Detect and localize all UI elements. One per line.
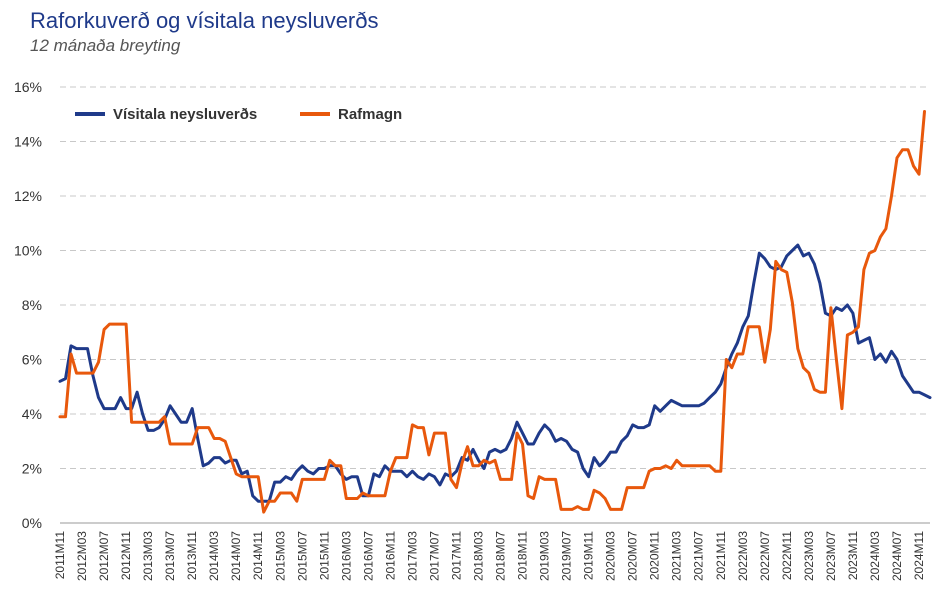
x-tick-label: 2020M07 [626,531,640,581]
x-tick-label: 2018M07 [494,531,508,581]
x-tick-label: 2023M07 [824,531,838,581]
y-tick-label: 12% [14,188,42,204]
x-tick-label: 2013M11 [185,531,199,580]
x-tick-label: 2024M11 [912,531,926,580]
y-axis: 0% 2% 4% 6% 8% 10% 12% 14% 16% [14,79,930,531]
y-tick-label: 0% [22,515,42,531]
y-tick-label: 10% [14,243,42,259]
chart-subtitle: 12 mánaða breyting [30,36,181,55]
gridlines [60,86,930,469]
x-tick-label: 2019M03 [538,531,552,581]
legend-label: Vísitala neysluverðs [113,106,257,123]
x-tick-label: 2014M11 [251,531,265,580]
y-tick-label: 2% [22,461,42,477]
series-line-visitala [58,243,932,503]
x-tick-label: 2016M03 [339,531,353,581]
x-tick-label: 2021M07 [692,531,706,581]
y-tick-label: 14% [14,134,42,150]
y-tick-label: 6% [22,352,42,368]
x-tick-label: 2021M03 [670,531,684,581]
x-tick-label: 2022M07 [758,531,772,581]
chart-title: Raforkuverð og vísitala neysluverðs [30,8,379,33]
x-tick-label: 2024M07 [890,531,904,581]
series-lines [58,110,932,514]
x-tick-label: 2017M07 [427,531,441,581]
x-tick-label: 2019M11 [582,531,596,580]
x-tick-label: 2022M03 [736,531,750,581]
x-tick-label: 2024M03 [868,531,882,581]
y-tick-label: 16% [14,79,42,95]
x-tick-label: 2017M11 [449,531,463,580]
x-tick-label: 2013M03 [141,531,155,581]
x-tick-label: 2015M11 [317,531,331,580]
x-tick-label: 2018M11 [516,531,530,580]
x-tick-label: 2022M11 [780,531,794,580]
x-tick-label: 2012M11 [119,531,133,580]
x-tick-label: 2012M03 [75,531,89,581]
x-tick-label: 2011M11 [53,531,67,580]
x-tick-label: 2016M11 [383,531,397,580]
x-tick-label: 2020M03 [604,531,618,581]
x-tick-label: 2013M07 [163,531,177,581]
x-tick-label: 2021M11 [714,531,728,580]
x-tick-label: 2020M11 [648,531,662,580]
x-tick-label: 2018M03 [471,531,485,581]
x-tick-label: 2023M03 [802,531,816,581]
y-tick-label: 8% [22,297,42,313]
legend: Vísitala neysluverðs Rafmagn [75,106,402,123]
x-tick-label: 2015M07 [295,531,309,581]
x-tick-label: 2014M03 [207,531,221,581]
legend-label: Rafmagn [338,106,402,123]
x-tick-label: 2014M07 [229,531,243,581]
x-tick-label: 2019M07 [560,531,574,581]
x-tick-label: 2015M03 [273,531,287,581]
x-tick-label: 2023M11 [846,531,860,580]
x-tick-label: 2017M03 [405,531,419,581]
series-line-rafmagn [58,110,926,514]
x-axis: 2011M11 2012M03 2012M07 2012M11 2013M03 2013M… [53,531,926,581]
x-tick-label: 2016M07 [361,531,375,581]
x-tick-label: 2012M07 [97,531,111,581]
y-tick-label: 4% [22,406,42,422]
